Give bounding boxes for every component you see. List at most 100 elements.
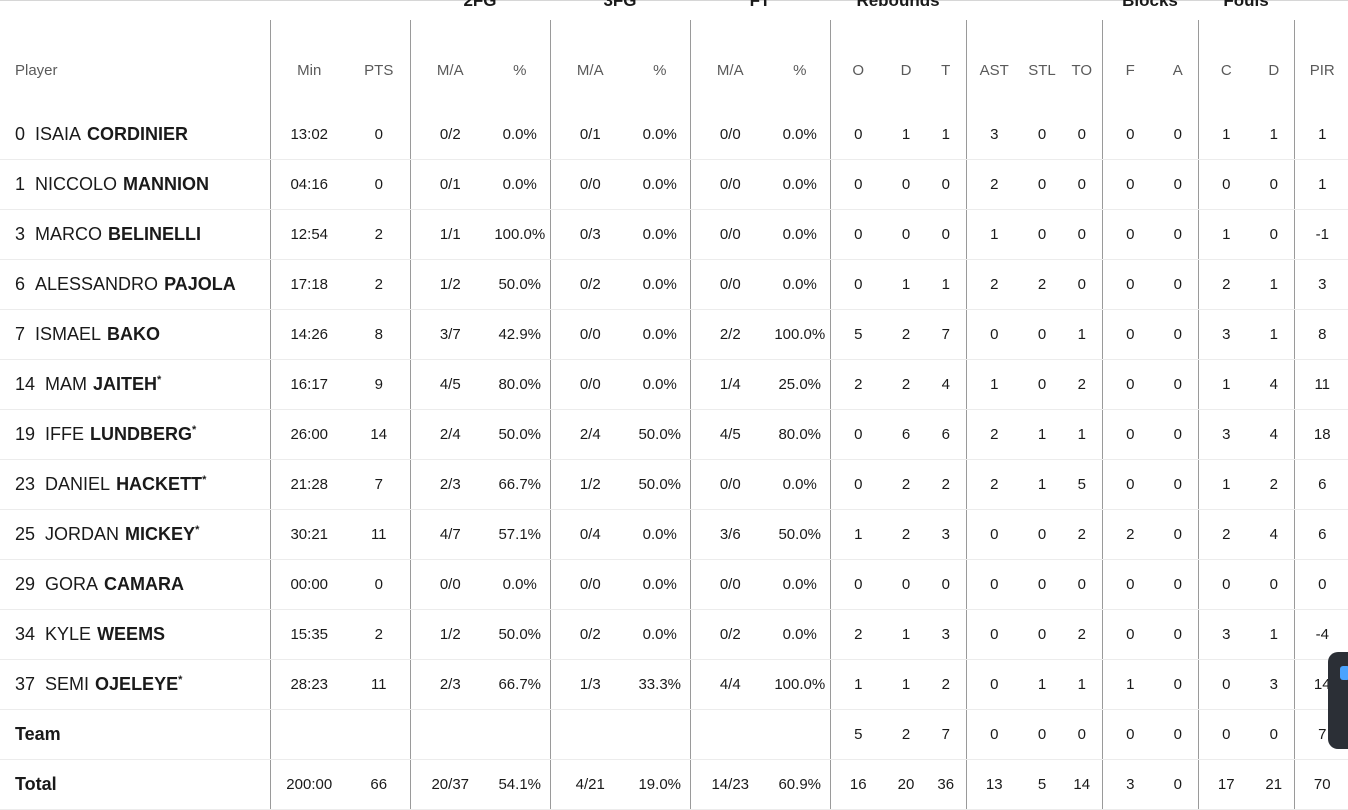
player-last-name[interactable]: MICKEY bbox=[125, 524, 196, 544]
table-row[interactable]: 29 GORA CAMARA 00:00 0 0/0 0.0% 0/0 0.0% 0/0 0.0% 0… bbox=[0, 559, 1348, 610]
col-pir[interactable]: PIR bbox=[1309, 61, 1335, 79]
player-last-name[interactable]: WEEMS bbox=[97, 624, 166, 644]
table-row[interactable]: 1 NICCOLO MANNION 04:16 0 0/1 0.0% 0/0 0.0% 0/0 0.… bbox=[0, 159, 1348, 210]
stat-pir: 6 bbox=[1294, 459, 1348, 510]
col-3fg-pct[interactable]: % bbox=[630, 20, 691, 110]
col-reb-t[interactable]: T bbox=[926, 20, 967, 110]
stat-fg3: 2/4 bbox=[550, 409, 630, 460]
stat-to: 0 bbox=[1062, 209, 1103, 260]
player-last-name[interactable]: LUNDBERG bbox=[90, 424, 193, 444]
col-blk-f[interactable]: F bbox=[1125, 61, 1135, 79]
col-min[interactable]: Min bbox=[297, 61, 322, 79]
stat-ba: 0 bbox=[1158, 309, 1199, 360]
stat-ft: 0/0 bbox=[690, 209, 770, 260]
stat-min: 28:23 bbox=[270, 659, 348, 710]
player-cell[interactable]: 7 ISMAEL BAKO bbox=[0, 309, 271, 360]
player-last-name[interactable]: CORDINIER bbox=[87, 124, 189, 144]
stat-pir: 3 bbox=[1294, 259, 1348, 310]
col-reb-o[interactable]: O bbox=[852, 61, 865, 79]
player-last-name[interactable]: BELINELLI bbox=[108, 224, 202, 244]
stat-bf: 1 bbox=[1102, 659, 1158, 710]
table-row[interactable]: 6 ALESSANDRO PAJOLA 17:18 2 1/2 50.0% 0/2 0.0% 0/… bbox=[0, 259, 1348, 310]
stat-ft: 4/5 bbox=[690, 409, 770, 460]
col-stl[interactable]: STL bbox=[1028, 61, 1056, 79]
stat-fd: 1 bbox=[1254, 609, 1295, 660]
player-last-name[interactable]: JAITEH bbox=[93, 374, 158, 394]
stat-ast: 0 bbox=[966, 309, 1022, 360]
stat-fc: 1 bbox=[1198, 110, 1254, 160]
stat-fg3: 4/21 bbox=[550, 759, 630, 810]
stat-to: 0 bbox=[1062, 709, 1103, 760]
player-number: 23 bbox=[15, 474, 36, 494]
stat-stl: 2 bbox=[1022, 259, 1062, 310]
col-ft-pct[interactable]: % bbox=[770, 20, 831, 110]
stat-min: 13:02 bbox=[270, 110, 348, 160]
player-cell[interactable]: 14 MAM JAITEH* bbox=[0, 359, 271, 410]
stat-min: 26:00 bbox=[270, 409, 348, 460]
player-cell[interactable]: 19 IFFE LUNDBERG* bbox=[0, 409, 271, 460]
player-cell[interactable]: 0 ISAIA CORDINIER bbox=[0, 110, 271, 160]
player-number: 37 bbox=[15, 674, 36, 694]
player-cell[interactable]: 3 MARCO BELINELLI bbox=[0, 209, 271, 260]
player-cell[interactable]: 37 SEMI OJELEYE* bbox=[0, 659, 271, 710]
stat-ft: 0/0 bbox=[690, 110, 770, 160]
col-blk-a[interactable]: A bbox=[1158, 20, 1199, 110]
stat-pts: 0 bbox=[348, 559, 411, 610]
table-row[interactable]: 3 MARCO BELINELLI 12:54 2 1/1 100.0% 0/3 0.0% 0/0… bbox=[0, 209, 1348, 260]
stat-t: 0 bbox=[926, 159, 967, 210]
total-label: Total bbox=[0, 759, 271, 810]
stat-ba: 0 bbox=[1158, 159, 1199, 210]
stat-stl: 1 bbox=[1022, 459, 1062, 510]
stat-pts: 11 bbox=[348, 509, 411, 560]
col-3fg-ma[interactable]: M/A bbox=[576, 61, 604, 79]
player-last-name[interactable]: BAKO bbox=[107, 324, 161, 344]
stat-min: 12:54 bbox=[270, 209, 348, 260]
player-last-name[interactable]: OJELEYE bbox=[95, 674, 179, 694]
table-row[interactable]: 19 IFFE LUNDBERG* 26:00 14 2/4 50.0% 2/4 50.0% 4/… bbox=[0, 409, 1348, 460]
player-cell[interactable]: 29 GORA CAMARA bbox=[0, 559, 271, 610]
player-first-name: DANIEL bbox=[45, 474, 111, 494]
player-last-name[interactable]: CAMARA bbox=[104, 574, 185, 594]
stat-fg3: 0/1 bbox=[550, 110, 630, 160]
col-2fg-pct[interactable]: % bbox=[490, 20, 551, 110]
table-row[interactable]: 14 MAM JAITEH* 16:17 9 4/5 80.0% 0/0 0.0% 1/4 25.0… bbox=[0, 359, 1348, 410]
col-ast[interactable]: AST bbox=[979, 61, 1009, 79]
col-2fg-ma[interactable]: M/A bbox=[436, 61, 464, 79]
player-cell[interactable]: 23 DANIEL HACKETT* bbox=[0, 459, 271, 510]
player-cell[interactable]: 1 NICCOLO MANNION bbox=[0, 159, 271, 210]
player-cell[interactable]: 25 JORDAN MICKEY* bbox=[0, 509, 271, 560]
stat-bf: 2 bbox=[1102, 509, 1158, 560]
col-foul-d[interactable]: D bbox=[1254, 20, 1295, 110]
table-row[interactable]: 25 JORDAN MICKEY* 30:21 11 4/7 57.1% 0/4 0.0% 3/6… bbox=[0, 509, 1348, 560]
player-last-name[interactable]: MANNION bbox=[123, 174, 210, 194]
column-header-row: Player Min PTS M/A % M/A % M/A % O D T A… bbox=[0, 20, 1348, 110]
table-row[interactable]: 0 ISAIA CORDINIER 13:02 0 0/2 0.0% 0/1 0.0% 0/0 0.… bbox=[0, 110, 1348, 160]
player-cell[interactable]: 34 KYLE WEEMS bbox=[0, 609, 271, 660]
col-to[interactable]: TO bbox=[1062, 20, 1103, 110]
stat-d: 20 bbox=[886, 759, 926, 810]
stat-fg3p: 50.0% bbox=[630, 409, 691, 460]
stat-d: 1 bbox=[886, 659, 926, 710]
col-foul-c[interactable]: C bbox=[1220, 61, 1232, 79]
col-pts[interactable]: PTS bbox=[348, 20, 411, 110]
player-last-name[interactable]: HACKETT bbox=[116, 474, 203, 494]
stat-pts: 8 bbox=[348, 309, 411, 360]
col-reb-d[interactable]: D bbox=[900, 61, 912, 79]
player-last-name[interactable]: PAJOLA bbox=[164, 274, 236, 294]
table-row[interactable]: 37 SEMI OJELEYE* 28:23 11 2/3 66.7% 1/3 33.3% 4/4… bbox=[0, 659, 1348, 710]
player-first-name: JORDAN bbox=[45, 524, 120, 544]
stat-bf: 0 bbox=[1102, 209, 1158, 260]
stat-o: 16 bbox=[830, 759, 886, 810]
table-row[interactable]: 34 KYLE WEEMS 15:35 2 1/2 50.0% 0/2 0.0% 0/2 0.0% 2… bbox=[0, 609, 1348, 660]
stat-ft bbox=[690, 709, 770, 760]
table-row[interactable]: 23 DANIEL HACKETT* 21:28 7 2/3 66.7% 1/2 50.0% 0/… bbox=[0, 459, 1348, 510]
col-ft-ma[interactable]: M/A bbox=[716, 61, 744, 79]
table-row[interactable]: 7 ISMAEL BAKO 14:26 8 3/7 42.9% 0/0 0.0% 2/2 100.0… bbox=[0, 309, 1348, 360]
player-cell[interactable]: 6 ALESSANDRO PAJOLA bbox=[0, 259, 271, 310]
stat-fg2: 2/4 bbox=[410, 409, 490, 460]
side-widget-button[interactable] bbox=[1328, 652, 1348, 749]
stat-fc: 1 bbox=[1198, 359, 1254, 410]
player-first-name: ALESSANDRO bbox=[35, 274, 159, 294]
col-player[interactable]: Player bbox=[0, 20, 271, 110]
stat-fg3: 0/0 bbox=[550, 359, 630, 410]
